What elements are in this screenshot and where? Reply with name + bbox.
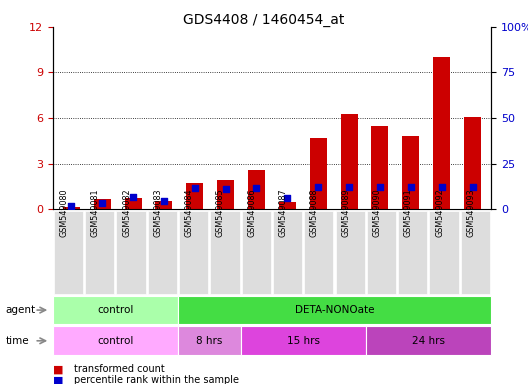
Text: GSM549085: GSM549085 bbox=[216, 189, 225, 237]
Bar bbox=[242, 211, 271, 294]
Text: GSM549080: GSM549080 bbox=[60, 189, 69, 237]
Bar bbox=[155, 201, 172, 209]
Bar bbox=[402, 136, 419, 209]
Text: 8 hrs: 8 hrs bbox=[196, 336, 222, 346]
Text: GSM549091: GSM549091 bbox=[404, 189, 413, 237]
Bar bbox=[336, 211, 365, 294]
Bar bbox=[398, 211, 427, 294]
Text: 24 hrs: 24 hrs bbox=[412, 336, 445, 346]
Bar bbox=[429, 211, 459, 294]
Bar bbox=[178, 296, 491, 324]
Text: DETA-NONOate: DETA-NONOate bbox=[295, 305, 374, 315]
Text: GDS4408 / 1460454_at: GDS4408 / 1460454_at bbox=[183, 13, 345, 27]
Point bbox=[159, 198, 168, 204]
Text: ■: ■ bbox=[53, 364, 63, 374]
Text: GSM549093: GSM549093 bbox=[466, 189, 475, 237]
Point bbox=[407, 184, 415, 190]
Bar bbox=[279, 202, 296, 209]
Text: GSM549083: GSM549083 bbox=[153, 189, 163, 237]
Bar bbox=[464, 117, 481, 209]
Bar bbox=[273, 211, 302, 294]
Text: transformed count: transformed count bbox=[74, 364, 165, 374]
Bar bbox=[117, 211, 146, 294]
Bar bbox=[186, 184, 203, 209]
Text: agent: agent bbox=[5, 305, 35, 315]
Bar bbox=[85, 211, 115, 294]
Text: percentile rank within the sample: percentile rank within the sample bbox=[74, 375, 239, 384]
Bar bbox=[304, 211, 334, 294]
Bar bbox=[341, 114, 357, 209]
Bar bbox=[210, 211, 240, 294]
Text: control: control bbox=[97, 305, 134, 315]
Point bbox=[67, 203, 76, 209]
Text: GSM549082: GSM549082 bbox=[122, 189, 131, 237]
Text: 15 hrs: 15 hrs bbox=[287, 336, 320, 346]
Bar bbox=[148, 211, 177, 294]
Bar bbox=[366, 326, 491, 355]
Text: ■: ■ bbox=[53, 375, 63, 384]
Bar bbox=[372, 126, 389, 209]
Point bbox=[283, 195, 291, 202]
Bar bbox=[125, 198, 142, 209]
Text: GSM549086: GSM549086 bbox=[247, 189, 256, 237]
Bar bbox=[54, 211, 83, 294]
Point bbox=[437, 184, 446, 190]
Bar bbox=[63, 207, 80, 209]
Bar bbox=[310, 138, 327, 209]
Point bbox=[345, 184, 353, 190]
Text: GSM549088: GSM549088 bbox=[310, 189, 319, 237]
Bar bbox=[93, 199, 111, 209]
Text: GSM549092: GSM549092 bbox=[435, 189, 444, 237]
Point bbox=[221, 186, 230, 192]
Bar bbox=[241, 326, 366, 355]
Point bbox=[468, 184, 477, 190]
Point bbox=[376, 184, 384, 190]
Bar bbox=[53, 296, 178, 324]
Text: GSM549081: GSM549081 bbox=[91, 189, 100, 237]
Bar bbox=[179, 211, 208, 294]
Bar bbox=[178, 326, 241, 355]
Text: control: control bbox=[97, 336, 134, 346]
Bar bbox=[217, 180, 234, 209]
Text: GSM549089: GSM549089 bbox=[341, 189, 350, 237]
Point bbox=[252, 185, 261, 191]
Bar bbox=[248, 170, 265, 209]
Bar bbox=[53, 326, 178, 355]
Text: GSM549087: GSM549087 bbox=[279, 189, 288, 237]
Text: GSM549090: GSM549090 bbox=[372, 189, 381, 237]
Point bbox=[314, 184, 323, 190]
Bar bbox=[367, 211, 396, 294]
Bar bbox=[461, 211, 490, 294]
Point bbox=[129, 194, 137, 200]
Text: time: time bbox=[5, 336, 29, 346]
Bar bbox=[433, 57, 450, 209]
Point bbox=[191, 185, 199, 191]
Text: GSM549084: GSM549084 bbox=[185, 189, 194, 237]
Point bbox=[98, 200, 107, 206]
